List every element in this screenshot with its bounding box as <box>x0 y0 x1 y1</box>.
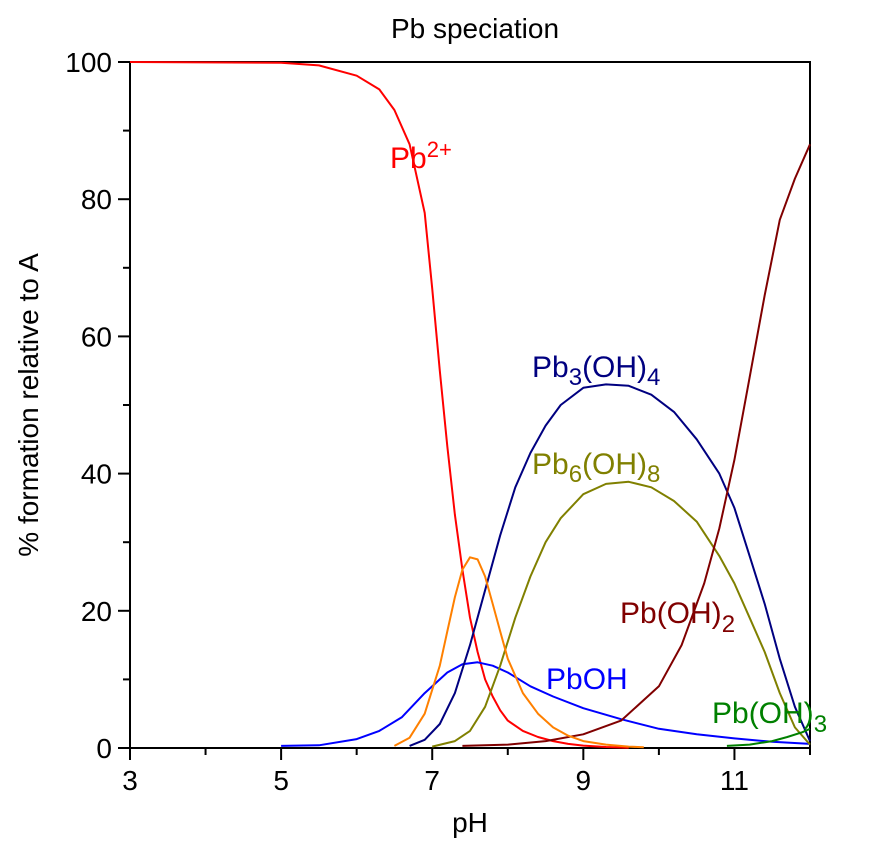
series-label-pb3oh4: Pb3(OH)4 <box>532 351 660 391</box>
chart-title: Pb speciation <box>391 13 559 44</box>
x-tick-label: 11 <box>720 765 749 796</box>
y-tick-label: 100 <box>65 47 112 78</box>
series-label-pb2plus: Pb2+ <box>390 137 452 175</box>
x-axis-title: pH <box>452 807 488 838</box>
series-label-pboh2: Pb(OH)2 <box>620 597 735 638</box>
series-line-pb6-oh-8-3 <box>431 480 811 748</box>
y-tick-label: 80 <box>81 184 112 215</box>
series-line-orange-6 <box>393 556 644 749</box>
series-line-pb-oh-3-5 <box>726 727 811 747</box>
series-line-pb-oh-2-4 <box>462 143 811 747</box>
series-line-pboh-1 <box>281 661 811 747</box>
x-tick-label: 9 <box>576 765 592 796</box>
series-line-pb2-0 <box>129 61 629 749</box>
x-tick-label: 5 <box>273 765 289 796</box>
series-label-pboh: PbOH <box>546 663 628 696</box>
series-lines <box>129 61 811 749</box>
y-tick-label: 60 <box>81 321 112 352</box>
x-tick-label: 7 <box>424 765 440 796</box>
y-tick-label: 20 <box>81 596 112 627</box>
series-label-pb6oh8: Pb6(OH)8 <box>532 448 660 488</box>
y-tick-label: 0 <box>96 733 112 764</box>
x-tick-label: 3 <box>122 765 138 796</box>
series-label-pboh3: Pb(OH)3 <box>712 697 827 738</box>
y-axis-title: % formation relative to A <box>13 253 44 557</box>
y-axis: 0 20 40 60 80 100 <box>65 47 130 764</box>
x-axis: 3 5 7 9 11 <box>122 748 811 796</box>
y-tick-label: 40 <box>81 459 112 490</box>
series-line-pb3-oh-4-2 <box>409 383 811 747</box>
